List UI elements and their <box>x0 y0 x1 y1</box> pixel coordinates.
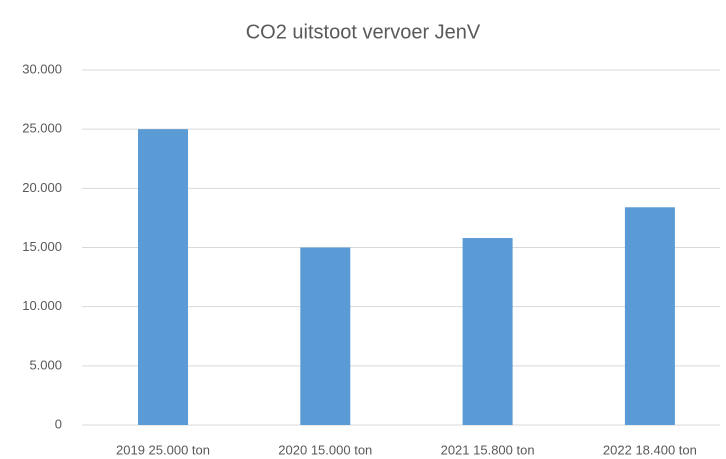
y-tick-label: 25.000 <box>22 121 62 136</box>
y-tick-label: 20.000 <box>22 180 62 195</box>
y-tick-label: 10.000 <box>22 298 62 313</box>
bar <box>300 247 351 425</box>
y-tick-label: 15.000 <box>22 239 62 254</box>
x-tick-label: 2020 15.000 ton <box>278 442 372 457</box>
x-tick-label: 2019 25.000 ton <box>116 442 210 457</box>
bar <box>462 238 513 425</box>
x-tick-label: 2021 15.800 ton <box>441 442 535 457</box>
y-tick-label: 5.000 <box>29 357 62 372</box>
y-tick-label: 0 <box>55 416 62 431</box>
x-tick-label: 2022 18.400 ton <box>603 442 697 457</box>
bar <box>624 207 675 425</box>
chart-title: CO2 uitstoot vervoer JenV <box>246 21 481 43</box>
bar <box>138 129 188 425</box>
y-tick-label: 30.000 <box>22 61 62 76</box>
